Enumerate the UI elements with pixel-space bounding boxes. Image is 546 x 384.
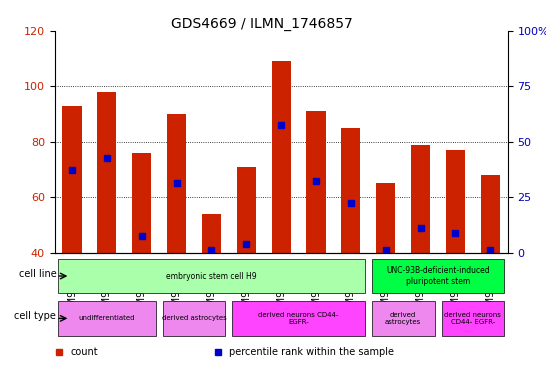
FancyBboxPatch shape [58, 259, 365, 293]
Bar [271, 61, 291, 253]
FancyBboxPatch shape [442, 301, 505, 336]
Text: undifferentiated: undifferentiated [79, 315, 135, 321]
Bar [306, 111, 325, 253]
Text: derived
astrocytes: derived astrocytes [385, 312, 422, 325]
Text: derived neurons
CD44- EGFR-: derived neurons CD44- EGFR- [444, 312, 501, 325]
FancyBboxPatch shape [163, 301, 225, 336]
Bar [167, 114, 186, 253]
Bar [62, 106, 81, 253]
Text: derived astrocytes: derived astrocytes [162, 315, 227, 321]
Text: derived neurons CD44-
EGFR-: derived neurons CD44- EGFR- [258, 312, 339, 325]
Text: embryonic stem cell H9: embryonic stem cell H9 [166, 271, 257, 281]
FancyBboxPatch shape [58, 301, 156, 336]
Bar [97, 92, 116, 253]
Bar [132, 153, 151, 253]
Bar [481, 175, 500, 253]
Bar [376, 184, 395, 253]
Bar [202, 214, 221, 253]
FancyBboxPatch shape [233, 301, 365, 336]
FancyBboxPatch shape [372, 259, 505, 293]
Text: count: count [70, 347, 98, 357]
Bar [411, 144, 430, 253]
Bar [237, 167, 256, 253]
Bar [446, 150, 465, 253]
Text: GDS4669 / ILMN_1746857: GDS4669 / ILMN_1746857 [171, 17, 353, 31]
Bar [341, 128, 360, 253]
Text: cell type: cell type [14, 311, 56, 321]
Text: UNC-93B-deficient-induced
pluripotent stem: UNC-93B-deficient-induced pluripotent st… [386, 266, 490, 286]
Text: percentile rank within the sample: percentile rank within the sample [229, 347, 394, 357]
Text: cell line: cell line [19, 269, 56, 279]
FancyBboxPatch shape [372, 301, 435, 336]
